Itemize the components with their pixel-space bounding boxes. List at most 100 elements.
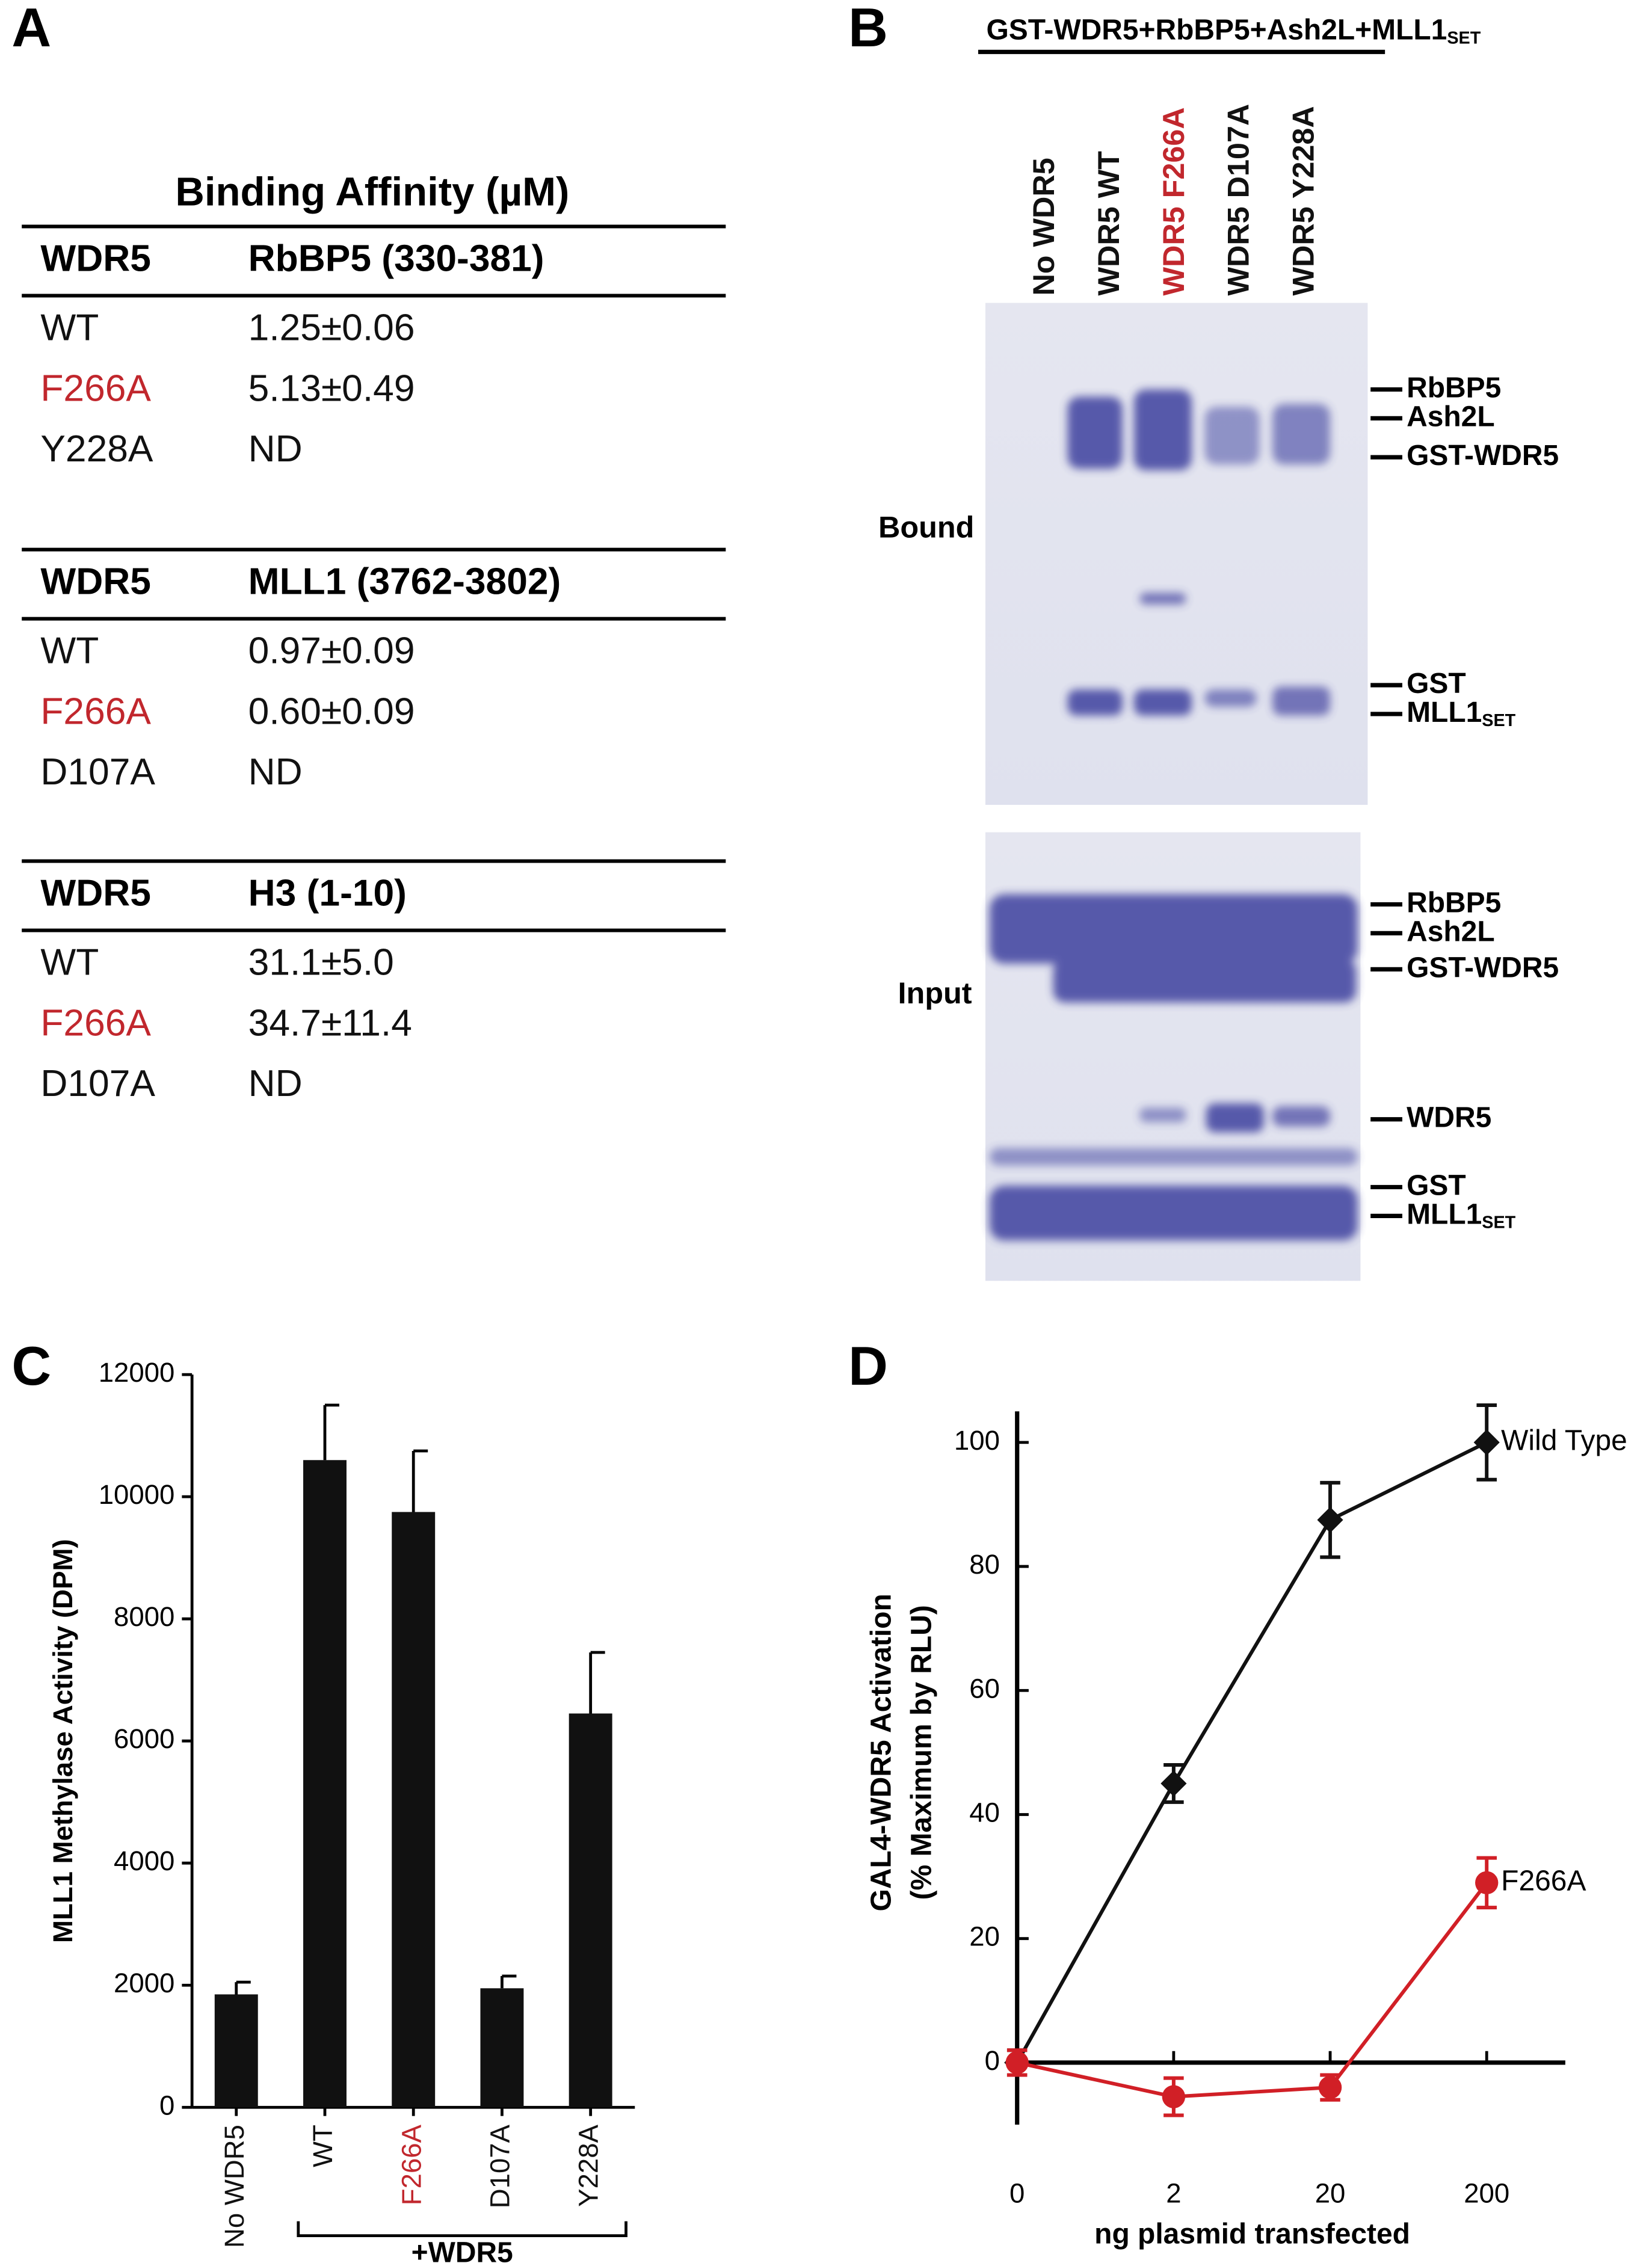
subscript: SET xyxy=(1482,1213,1515,1232)
x-tick-label: WT xyxy=(307,2125,338,2167)
x-tick-label: Y228A xyxy=(573,2124,604,2206)
table-cell: F266A xyxy=(40,1002,151,1044)
x-tick-label: No WDR5 xyxy=(219,2125,250,2248)
y-tick-label: 8000 xyxy=(114,1601,174,1632)
error-bar xyxy=(589,1651,605,1714)
x-tick-label: 20 xyxy=(1315,2178,1346,2209)
band-label: RbBP5 xyxy=(1407,372,1501,404)
label: WDR5 xyxy=(1407,1101,1491,1133)
bar xyxy=(480,1988,524,2108)
lane-label: No WDR5 xyxy=(1026,158,1061,295)
label: RbBP5 xyxy=(1407,887,1501,919)
series-label: F266A xyxy=(1501,1865,1586,1897)
y-axis-label: MLL1 Methylase Activity (DPM) xyxy=(48,1539,78,1943)
table-title: Binding Affinity (µM) xyxy=(175,169,569,214)
x-tick-label: 200 xyxy=(1464,2178,1509,2209)
y-tick-label: 4000 xyxy=(114,1846,174,1876)
y-tick-label: 0 xyxy=(159,2090,174,2120)
y-tick-label: 12000 xyxy=(99,1357,175,1388)
label: Ash2L xyxy=(1407,916,1495,947)
y-tick-label: 60 xyxy=(969,1673,1000,1704)
label: GST-WDR5 xyxy=(1407,440,1559,472)
label: GST-WDR5+RbBP5+Ash2L+MLL1 xyxy=(987,14,1447,46)
y-tick-label: 80 xyxy=(969,1549,1000,1580)
table-cell: 0.60±0.09 xyxy=(248,691,415,732)
x-tick-label: 2 xyxy=(1166,2178,1181,2209)
panel-letter: A xyxy=(11,0,51,58)
x-tick-label: D107A xyxy=(484,2124,515,2208)
marker xyxy=(1475,1871,1499,1895)
table-cell: WT xyxy=(40,630,99,672)
x-tick-label: F266A xyxy=(396,2124,427,2205)
gel-bands xyxy=(990,389,1358,1241)
band-label: GST xyxy=(1407,668,1466,700)
table-header: MLL1 (3762-3802) xyxy=(248,561,561,603)
y-tick-label: 6000 xyxy=(114,1723,174,1754)
bar xyxy=(569,1713,612,2108)
y-axis-label: GAL4-WDR5 Activation xyxy=(865,1593,897,1911)
y-tick-label: 20 xyxy=(969,1921,1000,1952)
section-label: Bound xyxy=(878,510,974,544)
table-header: WDR5 xyxy=(40,238,151,279)
label: GST xyxy=(1407,1169,1466,1201)
error-bar xyxy=(411,1449,428,1512)
table-cell: D107A xyxy=(40,1063,155,1104)
y-tick-label: 10000 xyxy=(99,1479,175,1510)
x-tick-label: 0 xyxy=(1009,2178,1025,2209)
band-label: Ash2L xyxy=(1407,916,1495,947)
bar xyxy=(392,1512,436,2108)
label: GST-WDR5 xyxy=(1407,952,1559,984)
band-label: MLL1SET xyxy=(1407,697,1516,730)
lane-label: WDR5 WT xyxy=(1091,151,1126,296)
band-label: WDR5 xyxy=(1407,1101,1491,1133)
band-label: GST xyxy=(1407,1169,1466,1201)
series-label: Wild Type xyxy=(1501,1425,1627,1457)
marker xyxy=(1160,1770,1187,1797)
bar xyxy=(214,1994,258,2108)
table-cell: WT xyxy=(40,307,99,349)
table-cell: 0.97±0.09 xyxy=(248,630,415,672)
table-cell: 1.25±0.06 xyxy=(248,307,415,349)
table-cell: D107A xyxy=(40,751,155,793)
section-label: Input xyxy=(898,976,972,1010)
label: MLL1 xyxy=(1407,697,1482,728)
table-cell: 5.13±0.49 xyxy=(248,368,415,409)
table-cell: ND xyxy=(248,751,303,793)
y-tick-label: 0 xyxy=(985,2045,1000,2076)
y-axis-label: (% Maximum by RLU) xyxy=(906,1605,938,1900)
lane-label: WDR5 Y228A xyxy=(1286,106,1321,295)
gel-bound xyxy=(985,303,1368,805)
lane-label: WDR5 F266A xyxy=(1156,107,1191,295)
gel-title: GST-WDR5+RbBP5+Ash2L+MLL1SET xyxy=(987,14,1481,48)
band-label: Ash2L xyxy=(1407,401,1495,433)
panel-letter: C xyxy=(11,1336,51,1397)
table-cell: 31.1±5.0 xyxy=(248,942,394,984)
table-header: WDR5 xyxy=(40,873,151,914)
marker xyxy=(1318,2075,1342,2099)
marker xyxy=(1005,2051,1029,2075)
error-bar xyxy=(323,1403,339,1461)
marker xyxy=(1473,1429,1500,1456)
subscript: SET xyxy=(1482,711,1515,730)
band-label: MLL1SET xyxy=(1407,1198,1516,1232)
band-label: GST-WDR5 xyxy=(1407,440,1559,472)
table-cell: F266A xyxy=(40,691,151,732)
series-line xyxy=(1016,1441,1488,2064)
table-cell: Y228A xyxy=(40,428,153,470)
table-cell: F266A xyxy=(40,368,151,409)
table-cell: ND xyxy=(248,1063,303,1104)
x-axis-label: ng plasmid transfected xyxy=(1094,2218,1410,2250)
marker xyxy=(1162,2085,1186,2108)
error-bar xyxy=(235,1980,251,1995)
table-cell: WT xyxy=(40,942,99,984)
label: RbBP5 xyxy=(1407,372,1501,404)
bar xyxy=(303,1460,347,2108)
label: MLL1 xyxy=(1407,1198,1482,1230)
table-header: WDR5 xyxy=(40,561,151,603)
group-label: +WDR5 xyxy=(411,2237,513,2266)
label: GST xyxy=(1407,668,1466,700)
lane-label: WDR5 D107A xyxy=(1221,104,1256,296)
y-tick-label: 2000 xyxy=(114,1968,174,1998)
